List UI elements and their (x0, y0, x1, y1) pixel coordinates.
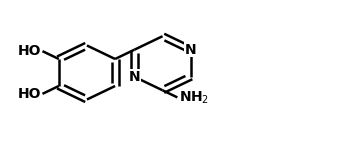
Text: NH$_2$: NH$_2$ (179, 89, 209, 106)
Text: HO: HO (17, 87, 41, 101)
Text: N: N (185, 43, 197, 57)
Text: HO: HO (17, 44, 41, 58)
Text: N: N (129, 70, 140, 84)
